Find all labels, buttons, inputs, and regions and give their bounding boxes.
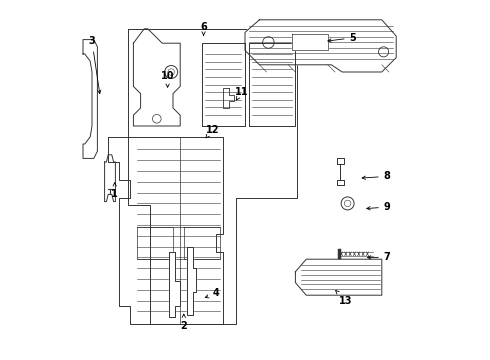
- Text: 12: 12: [206, 125, 220, 138]
- Polygon shape: [187, 247, 196, 315]
- Polygon shape: [170, 252, 180, 317]
- Polygon shape: [295, 259, 382, 295]
- Text: 4: 4: [205, 288, 220, 298]
- Text: 9: 9: [367, 202, 391, 212]
- Text: 7: 7: [368, 252, 391, 262]
- Text: 8: 8: [362, 171, 391, 181]
- Polygon shape: [337, 158, 344, 185]
- Polygon shape: [245, 20, 396, 72]
- Text: 13: 13: [336, 291, 352, 306]
- Polygon shape: [292, 34, 328, 50]
- Text: 10: 10: [161, 71, 174, 87]
- Text: 5: 5: [328, 33, 356, 43]
- Text: 3: 3: [89, 36, 101, 94]
- Text: 6: 6: [200, 22, 207, 35]
- Text: 11: 11: [235, 87, 248, 100]
- Text: 2: 2: [180, 314, 187, 331]
- Text: 1: 1: [111, 183, 118, 199]
